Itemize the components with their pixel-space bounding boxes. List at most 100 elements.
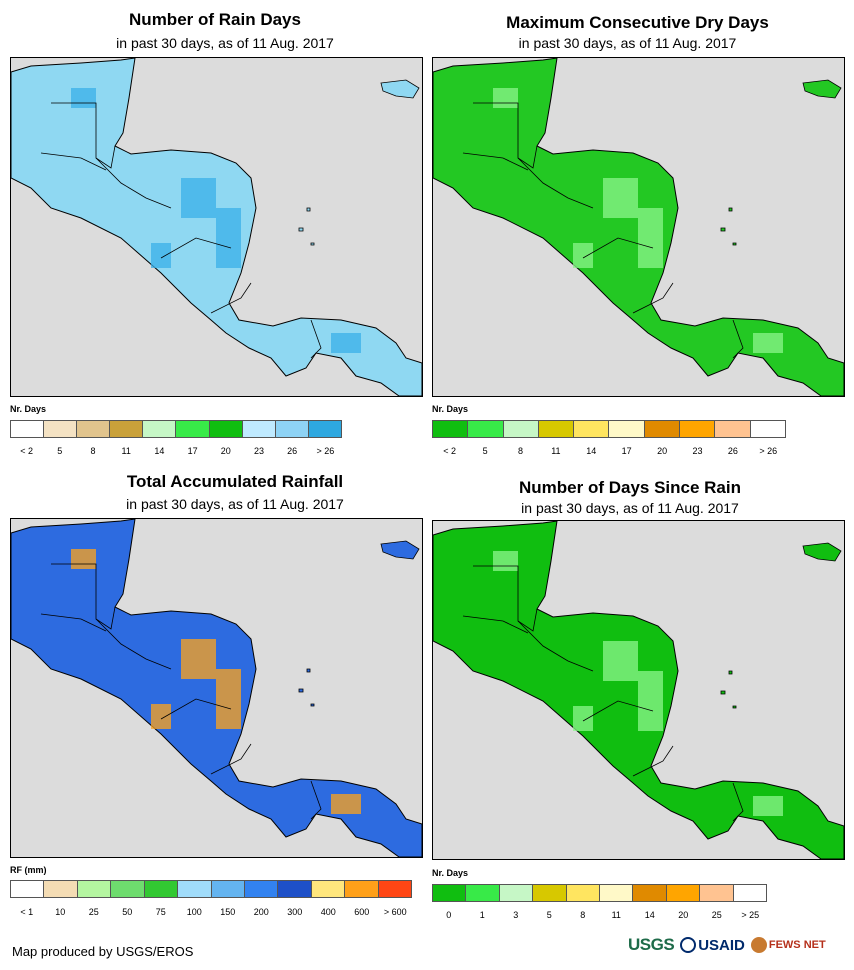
legend-tick-label: 25 <box>88 907 99 917</box>
legend-swatch <box>433 885 467 901</box>
legend-swatch <box>666 885 701 901</box>
panel-3-map <box>10 518 423 858</box>
legend-tick-label: < 2 <box>443 446 457 456</box>
data-cell-patch <box>71 88 96 108</box>
country-border <box>40 152 107 171</box>
legend-swatch <box>244 881 279 897</box>
legend-tick-label: > 25 <box>741 910 760 920</box>
legend-tick-label: > 26 <box>316 446 335 456</box>
legend-swatch <box>44 881 78 897</box>
panel-4-subtitle: in past 30 days, as of 11 Aug. 2017 <box>521 500 739 516</box>
panel-3-subtitle: in past 30 days, as of 11 Aug. 2017 <box>126 496 344 512</box>
legend-tick-label: 600 <box>354 907 370 917</box>
legend-tick-label: > 26 <box>759 446 778 456</box>
legend-tick-label: 3 <box>513 910 519 920</box>
globe-icon <box>750 937 767 953</box>
country-border <box>40 613 107 632</box>
legend-tick-label: 11 <box>611 910 621 920</box>
legend-swatch <box>499 885 534 901</box>
usaid-logo: USAID <box>680 937 745 954</box>
legend-tick-label: 8 <box>580 910 586 920</box>
legend-swatch <box>733 885 767 901</box>
panel-3-legend-title: RF (mm) <box>10 865 47 875</box>
legend-tick-label: 20 <box>678 910 689 920</box>
legend-tick-label: 8 <box>517 446 524 456</box>
panel-3-legend <box>10 880 412 898</box>
legend-swatch <box>77 881 112 897</box>
island <box>306 207 311 212</box>
legend-swatch <box>609 421 645 437</box>
country-border <box>632 745 674 777</box>
legend-swatch <box>311 881 346 897</box>
legend-tick-label: > 600 <box>383 907 407 917</box>
country-border <box>95 157 172 209</box>
legend-swatch <box>111 881 145 897</box>
island <box>732 705 737 709</box>
legend-swatch <box>44 421 78 437</box>
legend-tick-label: 50 <box>122 907 133 917</box>
legend-tick-label: 5 <box>482 446 488 456</box>
legend-swatch <box>11 421 45 437</box>
legend-tick-label: 26 <box>287 446 298 456</box>
legend-tick-label: 20 <box>220 446 231 456</box>
island <box>306 668 311 673</box>
legend-tick-label: 200 <box>253 907 269 917</box>
legend-tick-label: 23 <box>692 446 703 456</box>
panel-2-legend-title: Nr. Days <box>432 404 469 414</box>
data-cell-patch <box>603 178 638 218</box>
legend-swatch <box>750 421 785 437</box>
island <box>732 242 737 246</box>
island <box>380 79 420 99</box>
legend-tick-label: 1 <box>479 910 485 920</box>
legend-tick-label: 25 <box>711 910 722 920</box>
legend-tick-label: 17 <box>187 446 198 456</box>
legend-tick-label: < 1 <box>20 907 34 917</box>
island <box>380 540 420 560</box>
legend-swatch <box>633 885 667 901</box>
legend-swatch <box>538 421 575 437</box>
data-cell-patch <box>573 243 593 268</box>
country-border <box>582 237 654 259</box>
country-border <box>462 615 529 634</box>
usgs-logo: USGS <box>628 935 675 954</box>
legend-swatch <box>700 885 734 901</box>
legend-swatch <box>176 421 210 437</box>
country-border <box>160 698 232 720</box>
country-border <box>517 157 594 209</box>
country-border <box>517 620 594 672</box>
legend-tick-label: 5 <box>546 910 552 920</box>
data-cell-patch <box>331 333 361 353</box>
legend-swatch <box>209 421 243 437</box>
legend-tick-label: 11 <box>551 446 561 456</box>
legend-swatch <box>178 881 212 897</box>
country-border <box>632 282 674 314</box>
data-cell-patch <box>181 639 216 679</box>
island <box>728 207 733 212</box>
data-cell-patch <box>151 243 171 268</box>
panel-3-title: Total Accumulated Rainfall <box>126 472 344 491</box>
legend-tick-label: 11 <box>121 446 131 456</box>
panel-1-legend-title: Nr. Days <box>10 404 47 414</box>
country-border <box>732 782 744 822</box>
panel-1-legend <box>10 420 342 438</box>
data-cell-patch <box>71 549 96 569</box>
partner-logos: USGS USAID FEWS NET <box>628 930 848 960</box>
legend-swatch <box>715 421 751 437</box>
data-cell-patch <box>493 88 518 108</box>
panel-2-map <box>432 57 845 397</box>
legend-swatch <box>433 421 469 437</box>
country-border <box>160 237 232 259</box>
legend-swatch <box>378 881 412 897</box>
legend-tick-label: 20 <box>657 446 668 456</box>
legend-swatch <box>144 881 179 897</box>
legend-swatch <box>242 421 276 437</box>
panel-1-title: Number of Rain Days <box>129 10 301 29</box>
legend-tick-label: 26 <box>727 446 738 456</box>
legend-tick-label: 150 <box>220 907 236 917</box>
island <box>802 542 842 562</box>
legend-tick-label: 14 <box>154 446 165 456</box>
panel-4-map <box>432 520 845 860</box>
island <box>298 227 304 232</box>
legend-tick-label: 17 <box>621 446 632 456</box>
legend-tick-label: 14 <box>586 446 597 456</box>
